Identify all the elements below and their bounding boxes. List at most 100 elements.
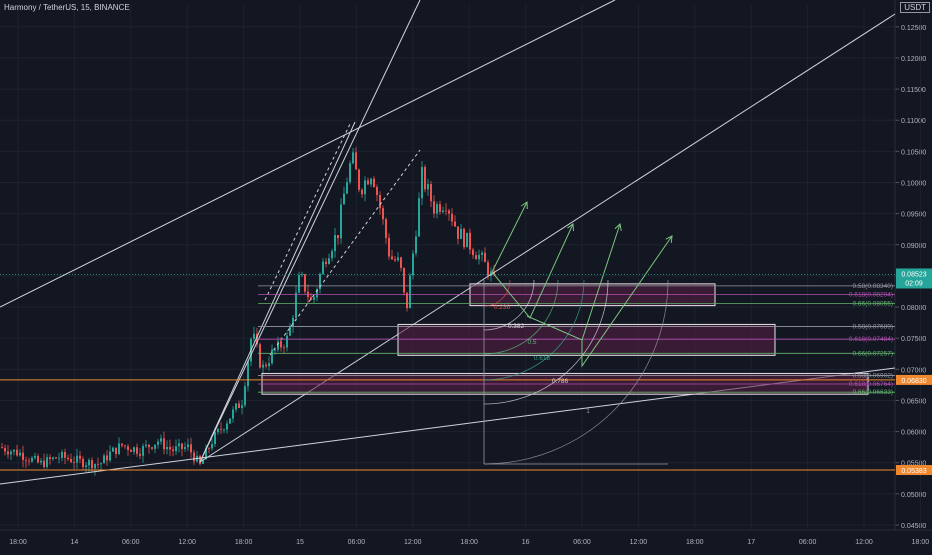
candle-body (361, 189, 363, 195)
candle-body (184, 447, 186, 450)
projection-arrowhead (567, 223, 574, 232)
fib-fan-arc (483, 279, 535, 331)
candle-body (193, 452, 195, 462)
x-tick-label: 18:00 (460, 539, 478, 546)
fib-level-label: 0.618(0.06764) (849, 381, 893, 388)
candle-body (151, 447, 153, 449)
candle-body (358, 169, 360, 190)
candle-body (484, 252, 486, 263)
candle-body (211, 444, 213, 449)
candle-body (154, 444, 156, 449)
candle-body (487, 262, 489, 276)
candle-body (49, 457, 51, 460)
candle-body (178, 443, 180, 447)
candle-body (4, 447, 6, 452)
projection-arrowhead (614, 223, 622, 231)
candle-body (109, 451, 111, 461)
y-tick-label: 0.10500 (901, 149, 926, 156)
candle-body (478, 254, 480, 260)
support-price-label: 0.05383 (901, 468, 926, 475)
quote-currency-label[interactable]: USDT (900, 2, 930, 13)
candle-body (457, 226, 459, 239)
candle-body (67, 457, 69, 460)
candle-body (313, 297, 315, 300)
candle-body (331, 251, 333, 259)
candle-body (73, 462, 75, 463)
fib-fan-arc (483, 279, 669, 465)
candle-body (220, 428, 222, 430)
candle-body (463, 228, 465, 248)
candle-body (271, 349, 273, 364)
candle-body (94, 463, 96, 469)
candle-body (466, 232, 468, 248)
candle-body (247, 361, 249, 387)
candle-body (385, 219, 387, 238)
candle-body (130, 450, 132, 452)
candle-body (61, 452, 63, 458)
candle-body (70, 459, 72, 463)
candle-body (310, 297, 312, 300)
candle-body (469, 232, 471, 250)
fib-zone-box (397, 323, 776, 356)
fib-level-label: 0.618(0.07484) (849, 336, 893, 343)
candle-body (442, 210, 444, 213)
y-tick-label: 0.11500 (901, 87, 926, 94)
candle-body (229, 418, 231, 424)
candle-body (334, 235, 336, 252)
candle-body (28, 460, 30, 462)
trendline (0, 0, 616, 308)
x-tick-label: 17 (747, 539, 755, 546)
candle-body (475, 255, 477, 260)
candle-body (217, 428, 219, 433)
candle-body (148, 444, 150, 448)
candle-body (274, 349, 276, 351)
candle-body (19, 452, 21, 456)
candle-body (355, 152, 357, 170)
candle-body (352, 152, 354, 164)
candle-body (295, 292, 297, 318)
x-tick-label: 12:00 (630, 539, 648, 546)
candle-body (205, 448, 207, 460)
candle-body (223, 429, 225, 431)
candle-body (82, 458, 84, 468)
candle-body (448, 210, 450, 214)
candle-body (97, 463, 99, 465)
candle-body (490, 271, 492, 276)
candle-body (85, 465, 87, 468)
projection-arrowhead (520, 201, 528, 210)
candle-body (337, 235, 339, 239)
candle-body (166, 446, 168, 450)
candle-body (319, 274, 321, 290)
x-tick-label: 14 (71, 539, 79, 546)
y-tick-label: 0.11000 (901, 118, 926, 125)
candle-body (349, 163, 351, 183)
candle-body (364, 180, 366, 195)
candle-body (436, 204, 438, 214)
candle-body (232, 409, 234, 419)
candle-body (460, 228, 462, 239)
candle-body (31, 457, 33, 462)
candle-body (145, 444, 147, 447)
candle-body (55, 457, 57, 459)
candle-body (124, 445, 126, 447)
candle-body (412, 253, 414, 276)
y-tick-label: 0.10000 (901, 180, 926, 187)
candle-body (367, 180, 369, 185)
candle-body (190, 444, 192, 453)
candle-body (34, 456, 36, 458)
fib-fan-label: 0.236 (494, 304, 511, 311)
candle-body (265, 364, 267, 367)
candle-body (382, 208, 384, 220)
candle-body (7, 451, 9, 455)
candle-body (172, 449, 174, 452)
candle-body (40, 460, 42, 463)
fib-fan-label: 0.786 (552, 378, 569, 385)
candle-body (376, 186, 378, 196)
y-tick-label: 0.09000 (901, 243, 926, 250)
x-tick-label: 18:00 (235, 539, 253, 546)
candle-body (46, 457, 48, 468)
projection-path (581, 235, 673, 368)
fib-fan-arc (483, 279, 585, 381)
